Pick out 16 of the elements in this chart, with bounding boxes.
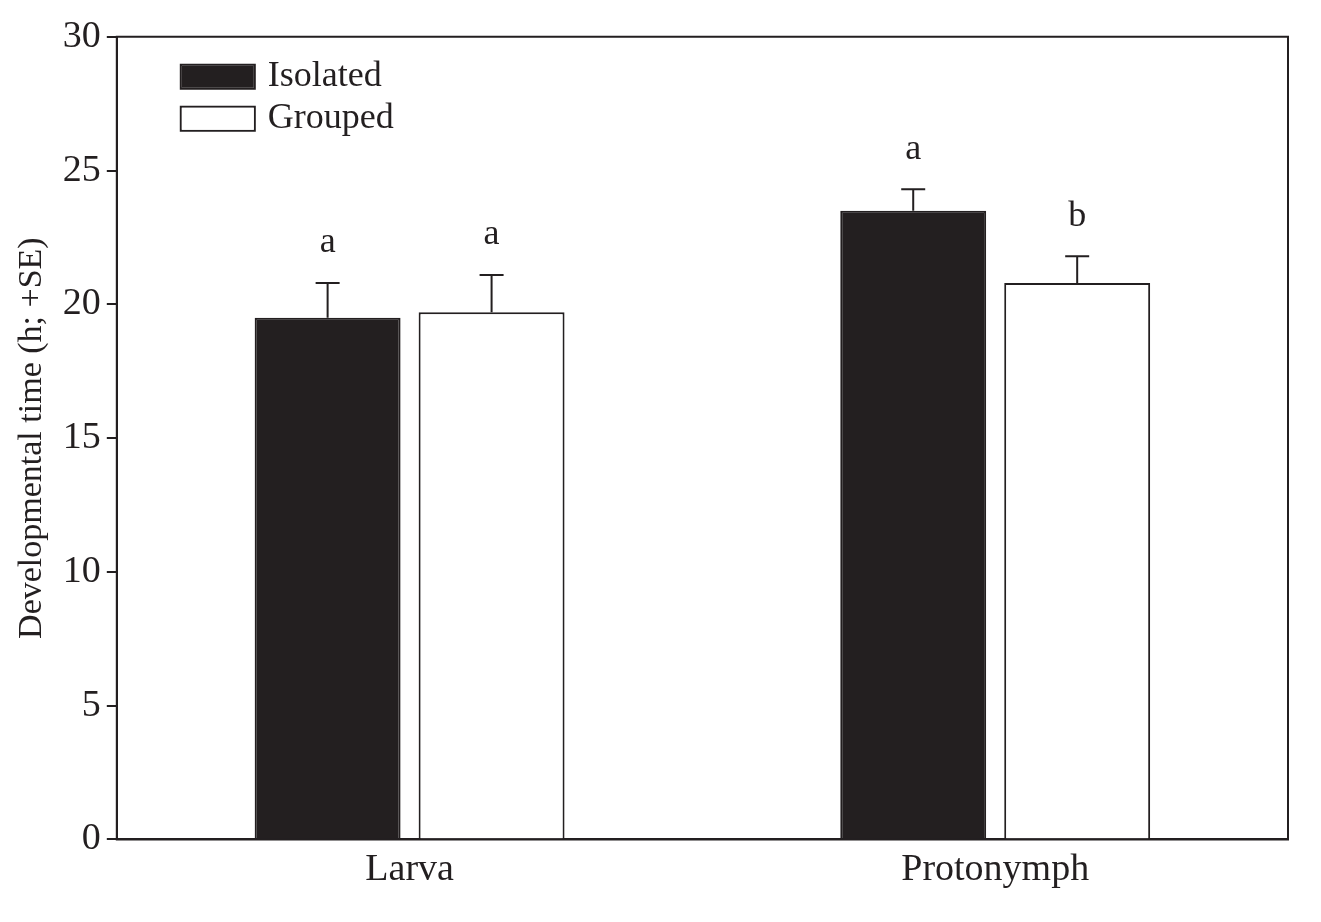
y-tick-label: 20 — [62, 280, 101, 323]
y-tick-label: 15 — [62, 414, 101, 457]
annotation: b — [1068, 193, 1087, 234]
x-tick-label: Larva — [365, 846, 455, 889]
y-axis-title: Developmental time (h; +SE) — [11, 237, 50, 639]
legend-label: Isolated — [267, 54, 382, 95]
y-tick-label: 0 — [81, 815, 101, 858]
annotation: a — [319, 220, 336, 261]
legend-label: Grouped — [267, 96, 394, 137]
y-tick-label: 25 — [62, 146, 101, 189]
y-tick-label: 10 — [62, 547, 101, 590]
annotation: a — [905, 126, 922, 167]
x-tick-label: Protonymph — [901, 846, 1090, 889]
annotation: a — [483, 212, 500, 253]
y-tick-label: 5 — [81, 681, 101, 724]
y-tick-label: 30 — [62, 12, 101, 55]
